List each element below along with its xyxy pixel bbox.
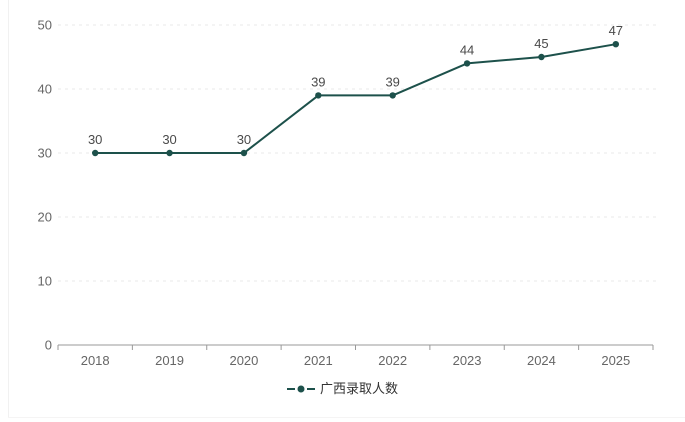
data-point-2022[interactable] — [389, 92, 396, 99]
legend-line-marker-icon — [286, 385, 315, 393]
chart-legend: 广西录取人数 — [0, 382, 685, 396]
y-axis-tick-label-50: 50 — [38, 18, 52, 33]
y-axis-tick-label-30: 30 — [38, 146, 52, 161]
x-axis-tick-label-2022: 2022 — [378, 353, 407, 368]
data-label-2022: 39 — [385, 74, 399, 89]
data-point-2021[interactable] — [315, 92, 322, 99]
data-point-2019[interactable] — [166, 149, 173, 157]
data-label-2023: 44 — [460, 42, 474, 57]
y-axis-tick-label-0: 0 — [45, 338, 52, 353]
data-point-2018[interactable] — [91, 149, 99, 157]
data-point-2020[interactable] — [240, 149, 248, 157]
data-label-2020: 30 — [237, 132, 251, 147]
data-label-2018: 30 — [88, 132, 102, 147]
x-axis-tick-label-2023: 2023 — [453, 353, 482, 368]
data-label-2021: 39 — [311, 74, 325, 89]
x-axis-tick-label-2018: 2018 — [81, 353, 110, 368]
data-label-2025: 47 — [609, 23, 623, 38]
y-axis-tick-label-40: 40 — [38, 82, 52, 97]
data-label-2019: 30 — [162, 132, 176, 147]
x-axis-tick-label-2024: 2024 — [527, 353, 556, 368]
data-point-2025[interactable] — [612, 41, 620, 48]
y-axis-tick-label-20: 20 — [38, 210, 52, 225]
y-axis-tick-label-10: 10 — [38, 274, 52, 289]
x-axis-tick-label-2025: 2025 — [601, 353, 630, 368]
x-axis-tick-label-2021: 2021 — [304, 353, 333, 368]
legend-label: 广西录取人数 — [319, 381, 398, 396]
page-bottom-border — [8, 417, 685, 418]
series-line — [94, 43, 617, 154]
data-point-2024[interactable] — [538, 53, 545, 61]
page-left-border — [8, 0, 9, 417]
data-label-2024: 45 — [534, 36, 548, 51]
legend-item-guangxi-admissions[interactable]: 广西录取人数 — [286, 381, 398, 396]
x-axis-tick-label-2019: 2019 — [155, 353, 184, 368]
x-axis-tick-label-2020: 2020 — [229, 353, 258, 368]
data-point-2023[interactable] — [463, 60, 471, 67]
